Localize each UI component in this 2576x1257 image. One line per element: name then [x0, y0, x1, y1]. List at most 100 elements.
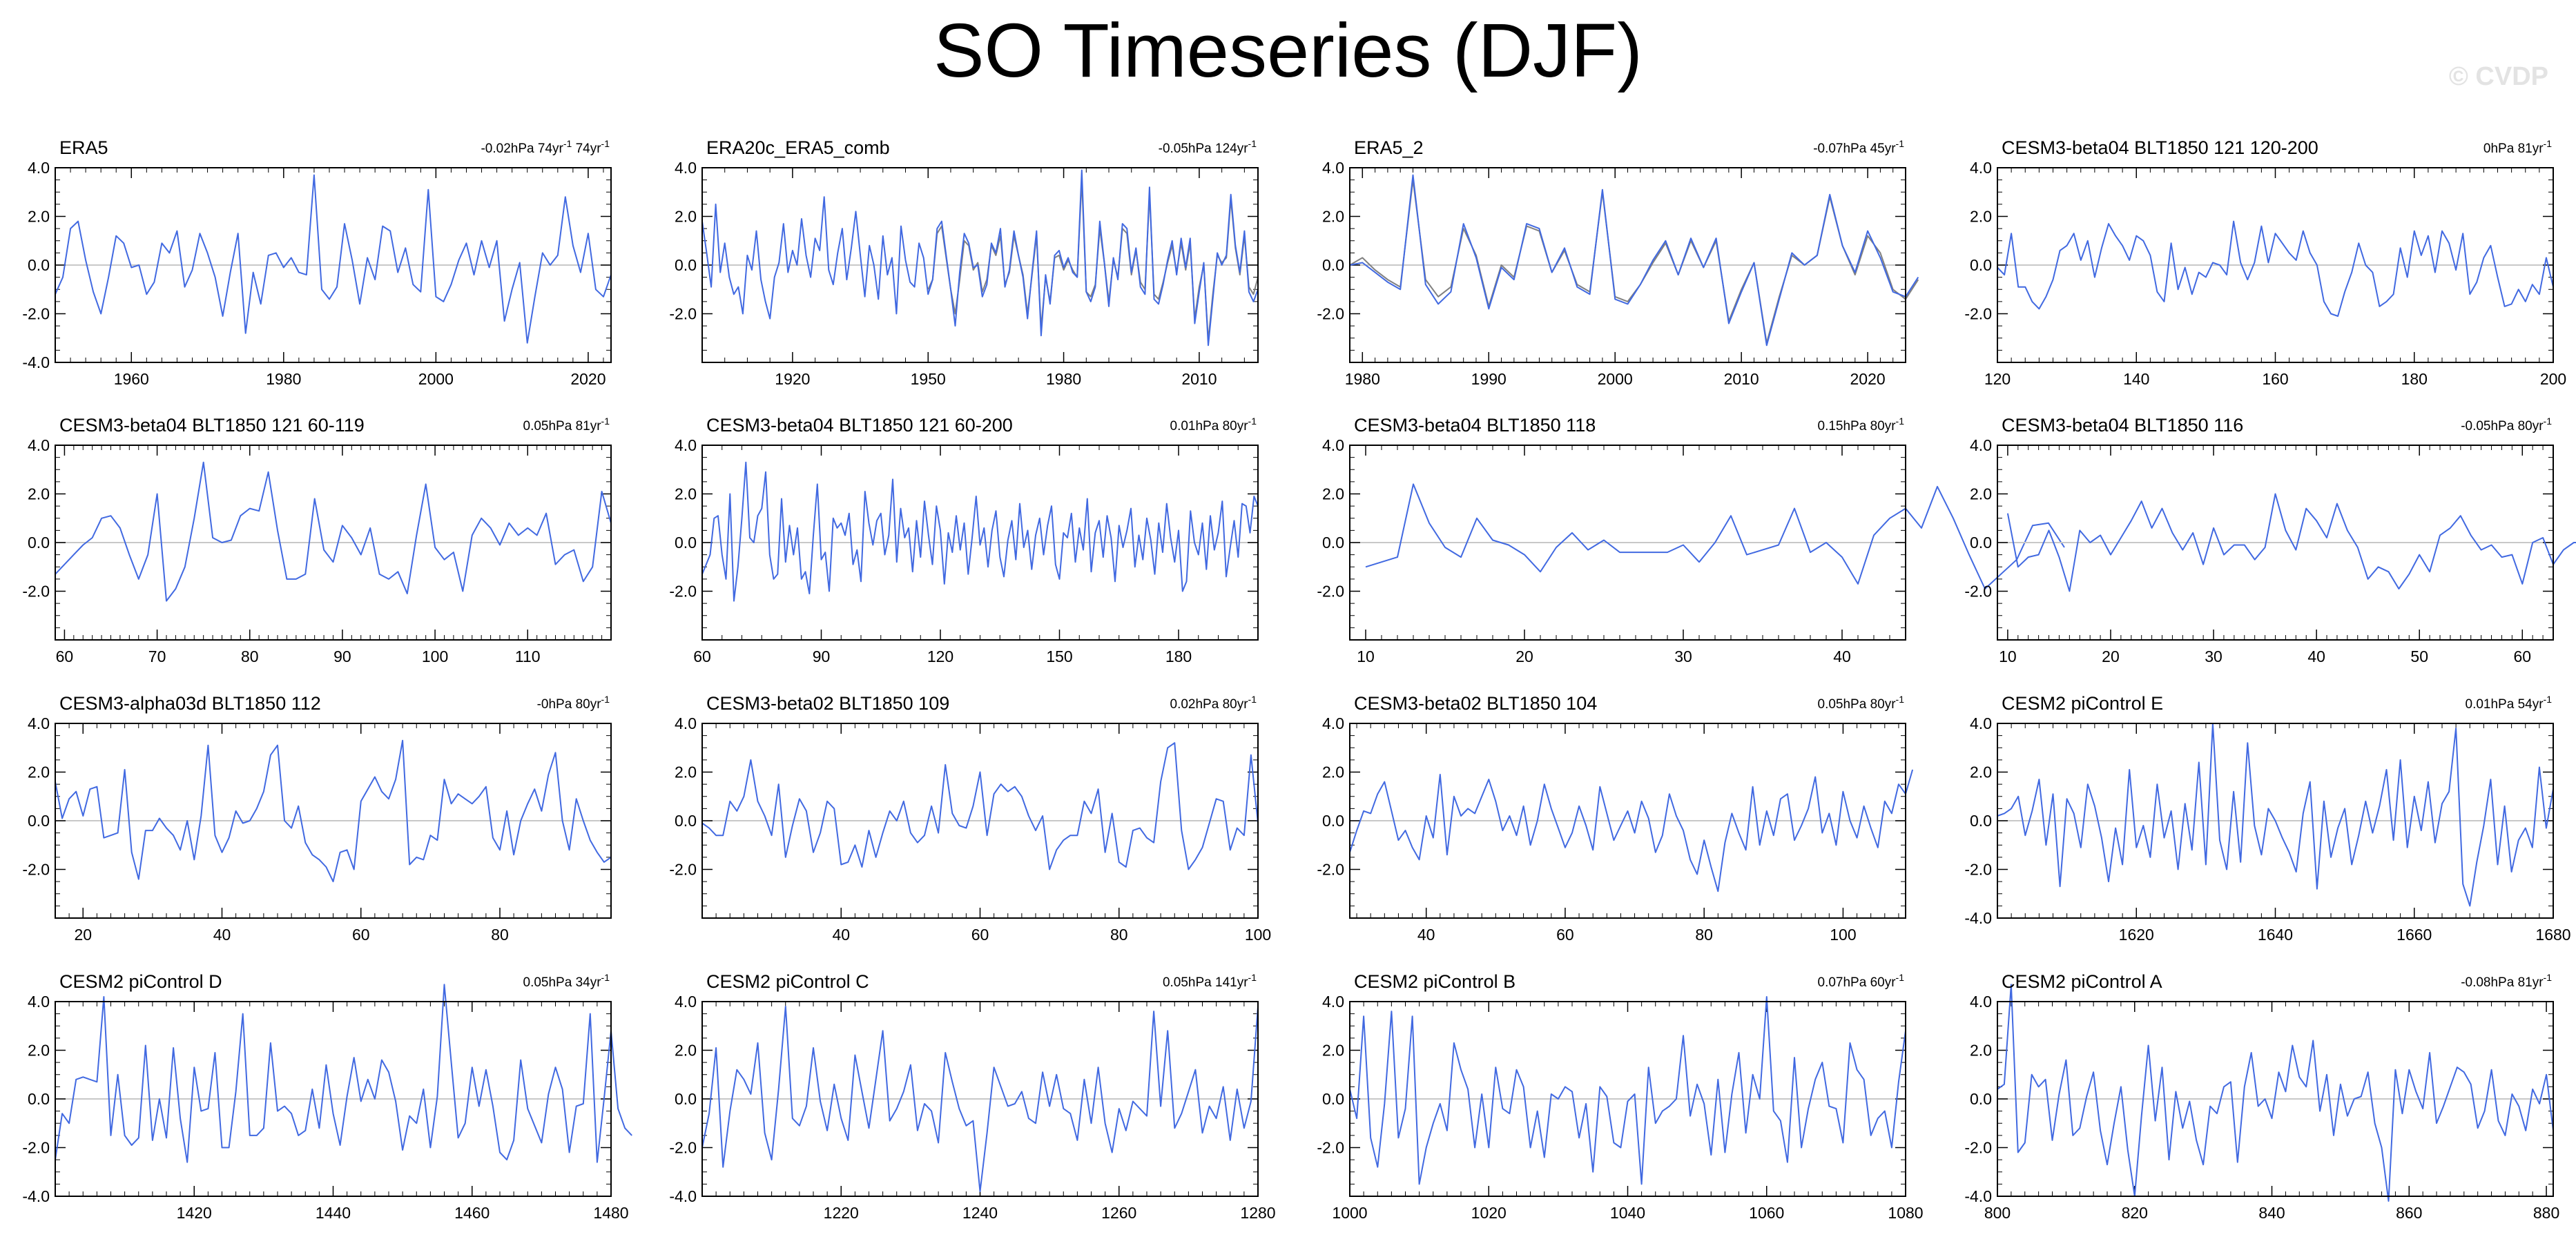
y-tick-label: 2.0	[28, 763, 50, 781]
panel-title: CESM3-beta04 BLT1850 121 60-119	[59, 415, 365, 436]
series-line-1	[1997, 723, 2554, 907]
series-line-1	[1349, 996, 1906, 1185]
y-tick-label: -2.0	[1964, 861, 1992, 879]
x-tick-label: 40	[1417, 926, 1435, 944]
panel-15: 1000 1020 1040 1060 1080 4.0 2.0 0.0 -2.0 CESM2 p…	[1317, 971, 1923, 1222]
y-tick-label: 4.0	[28, 714, 50, 732]
panel-13: 1420 1440 1460 1480 4.0 2.0 0.0 -2.0 -4.0 CESM2 p…	[22, 971, 632, 1222]
y-tick-label: 2.0	[1970, 1042, 1992, 1060]
y-tick-label: 2.0	[28, 1042, 50, 1060]
x-tick-label: 820	[2122, 1204, 2148, 1222]
panel-trend: 0.05hPa 81yr-1	[523, 416, 610, 433]
x-tick-label: 1280	[1240, 1204, 1275, 1222]
y-tick-label: -2.0	[22, 305, 50, 323]
x-tick-label: 1040	[1610, 1204, 1645, 1222]
y-tick-label: 2.0	[1970, 208, 1992, 226]
y-tick-label: 2.0	[1970, 763, 1992, 781]
y-tick-label: 4.0	[1970, 993, 1992, 1011]
series-line-1	[1997, 984, 2554, 1202]
x-tick-label: 90	[813, 647, 831, 665]
plot-frame	[701, 445, 1259, 641]
y-tick-label: 2.0	[675, 763, 697, 781]
y-tick-label: -2.0	[669, 305, 697, 323]
y-tick-label: 4.0	[675, 714, 697, 732]
panel-1: 1960 1980 2000 2020 4.0 2.0 0.0 -2.0 -4.0 ERA5 -0.…	[22, 137, 612, 388]
x-tick-label: 110	[515, 647, 541, 665]
y-tick-label: -2.0	[1964, 1139, 1992, 1157]
y-tick-label: 4.0	[28, 436, 50, 454]
x-tick-label: 200	[2540, 370, 2566, 388]
series-line-1	[55, 461, 612, 602]
x-tick-label: 2000	[1598, 370, 1633, 388]
plot-frame	[701, 723, 1259, 919]
x-tick-label: 20	[1515, 647, 1533, 665]
x-tick-label: 1080	[1888, 1204, 1923, 1222]
y-tick-label: 4.0	[675, 436, 697, 454]
panel-trend: 0.05hPa 34yr-1	[523, 972, 610, 990]
y-tick-label: -2.0	[1317, 305, 1344, 323]
panel-7: 10 20 30 40 4.0 2.0 0.0 -2.0 CESM3-beta04 BLT185…	[1317, 415, 2065, 665]
series-line-1	[55, 739, 612, 883]
series-line-1	[1349, 769, 1914, 893]
x-tick-label: 80	[1110, 926, 1128, 944]
x-tick-label: 120	[1984, 370, 2011, 388]
series-line-1	[701, 461, 1259, 602]
y-tick-label: 0.0	[1322, 812, 1344, 830]
plot-frame	[1349, 1001, 1906, 1197]
x-tick-label: 80	[491, 926, 509, 944]
plot-frame	[1349, 723, 1906, 919]
panel-14: 1220 1240 1260 1280 4.0 2.0 0.0 -2.0 -4.0 CESM2 p…	[669, 971, 1275, 1222]
y-tick-label: 2.0	[1322, 763, 1344, 781]
x-tick-label: 2020	[1850, 370, 1886, 388]
x-tick-label: 40	[213, 926, 231, 944]
y-tick-label: 2.0	[28, 208, 50, 226]
x-tick-label: 1420	[177, 1204, 212, 1222]
y-tick-label: 0.0	[28, 256, 50, 274]
y-tick-label: -4.0	[1964, 909, 1992, 927]
x-tick-label: 1960	[114, 370, 149, 388]
series-line-1	[701, 742, 1259, 870]
panel-2: 1920 1950 1980 2010 4.0 2.0 0.0 -2.0 ERA20c_ERA5…	[669, 137, 1259, 388]
y-tick-label: 0.0	[1970, 812, 1992, 830]
panel-5: 60 70 80 90 100 110 4.0 2.0 0.0 -2.0 CESM3-beta04 …	[22, 415, 612, 665]
y-tick-label: 0.0	[1322, 256, 1344, 274]
series-line-1	[1997, 220, 2554, 317]
x-tick-label: 100	[422, 647, 448, 665]
panel-trend: 0.02hPa 80yr-1	[1170, 694, 1257, 712]
x-tick-label: 60	[971, 926, 989, 944]
series-line-1	[1365, 483, 2065, 589]
plot-frame	[1997, 1001, 2554, 1197]
y-tick-label: 4.0	[675, 159, 697, 177]
x-tick-label: 10	[1357, 647, 1375, 665]
x-tick-label: 1480	[593, 1204, 628, 1222]
panel-trend: 0.07hPa 60yr-1	[1818, 972, 1905, 990]
panel-title: CESM3-beta02 BLT1850 104	[1354, 693, 1597, 714]
series-line-1	[55, 984, 632, 1163]
x-tick-label: 2010	[1724, 370, 1759, 388]
y-tick-label: -4.0	[22, 1187, 50, 1205]
panel-10: 40 60 80 100 4.0 2.0 0.0 -2.0 CESM3-beta02 BLT18…	[669, 693, 1271, 944]
y-tick-label: -2.0	[669, 1139, 697, 1157]
x-tick-label: 80	[1695, 926, 1713, 944]
y-tick-label: 0.0	[28, 534, 50, 552]
y-tick-label: -2.0	[1317, 1139, 1344, 1157]
x-tick-label: 40	[2307, 647, 2325, 665]
series-line-1	[701, 1006, 1259, 1192]
panel-12: 1620 1640 1660 1680 4.0 2.0 0.0 -2.0 -4.0 CESM2 p…	[1964, 693, 2570, 944]
x-tick-label: 10	[1999, 647, 2017, 665]
panel-title: CESM3-beta04 BLT1850 118	[1354, 415, 1596, 436]
panel-3: 1980 1990 2000 2010 2020 4.0 2.0 0.0 -2.0 ERA5_2 -…	[1317, 137, 1919, 388]
y-tick-label: 2.0	[1970, 485, 1992, 503]
y-tick-label: 2.0	[675, 1042, 697, 1060]
y-tick-label: 4.0	[28, 993, 50, 1011]
y-tick-label: 4.0	[675, 993, 697, 1011]
x-tick-label: 60	[2513, 647, 2531, 665]
y-tick-label: -2.0	[1964, 583, 1992, 601]
plot-frame	[1997, 167, 2554, 363]
x-tick-label: 1990	[1471, 370, 1507, 388]
y-tick-label: -4.0	[22, 353, 50, 371]
y-tick-label: 4.0	[1322, 436, 1344, 454]
panel-title: ERA20c_ERA5_comb	[706, 137, 890, 158]
panel-title: CESM3-beta02 BLT1850 109	[706, 693, 949, 714]
